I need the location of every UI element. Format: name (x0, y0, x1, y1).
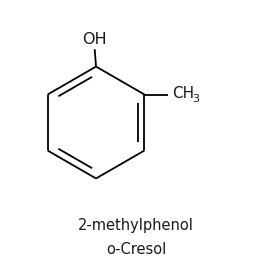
Text: CH: CH (172, 86, 194, 101)
Text: OH: OH (82, 32, 107, 47)
Text: 3: 3 (193, 94, 199, 104)
Text: o-Cresol: o-Cresol (106, 242, 166, 257)
Text: 2-methylphenol: 2-methylphenol (78, 218, 194, 233)
